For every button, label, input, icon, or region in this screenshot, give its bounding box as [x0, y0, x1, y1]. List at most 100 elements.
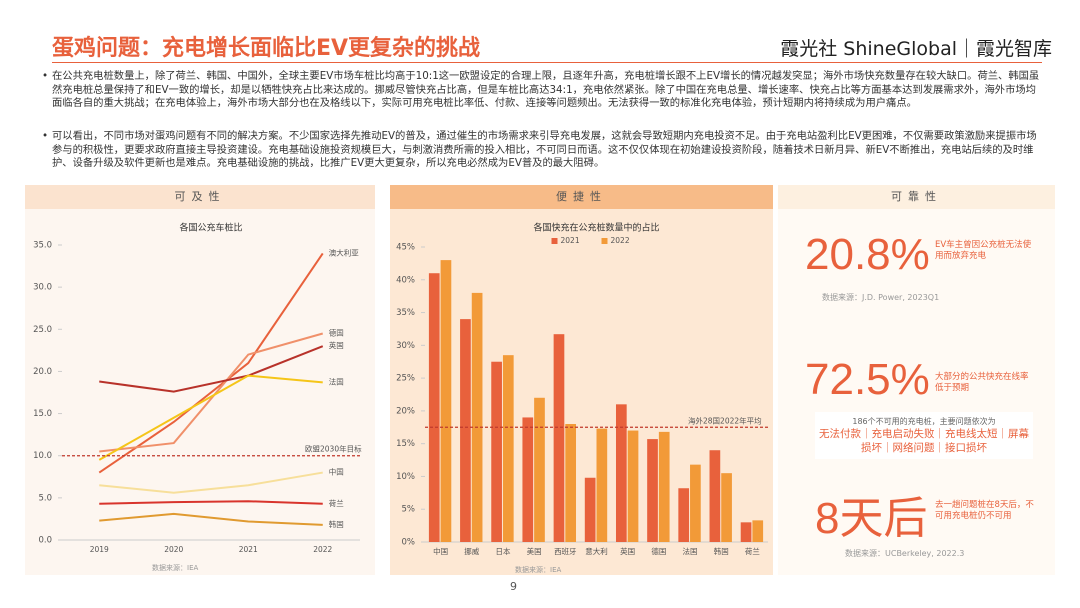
source: 数据来源：J.D. Power, 2023Q1 — [822, 293, 940, 302]
bar — [471, 292, 483, 542]
legend-swatch — [551, 238, 558, 244]
bar — [709, 450, 721, 542]
chart-title: 各国公充车桩比 — [179, 222, 242, 234]
legend-swatch — [601, 238, 608, 244]
stat-value: 20.8% — [805, 230, 930, 279]
source: 数据来源：UCBerkeley, 2022.3 — [845, 549, 965, 558]
bar — [460, 319, 471, 542]
bar — [491, 361, 502, 542]
x-tick-label: 2020 — [164, 545, 183, 554]
y-tick-label: 20.0 — [33, 367, 52, 377]
bullet: 在公共充电桩数量上，除了荷兰、韩国、中国外，全球主要EV市场车桩比均高于10:1… — [42, 70, 1042, 111]
panel-header: 可靠性 — [778, 185, 1055, 209]
bar — [752, 520, 764, 542]
reference-label: 欧盟2030年目标 — [305, 444, 362, 454]
stat-text: 大部分的公共快充在线率低于预期 — [935, 372, 1029, 393]
x-tick-label: 韩国 — [714, 546, 729, 556]
title: 蛋鸡问题：充电增长面临比EV更复杂的挑战 — [52, 36, 481, 61]
page-number: 9 — [510, 580, 517, 593]
reference-label: 海外28国2022年平均 — [688, 415, 762, 425]
series-label: 荷兰 — [329, 498, 344, 508]
y-tick-label: 0% — [402, 538, 416, 548]
legend-label: 2022 — [611, 236, 630, 245]
y-tick-label: 30.0 — [33, 283, 52, 293]
y-tick-label: 5% — [402, 505, 416, 515]
chart-title: 各国快充在公充桩数量中的占比 — [533, 222, 659, 234]
stat-value: 72.5% — [805, 355, 930, 404]
source: 数据来源：IEA — [152, 563, 198, 572]
line — [99, 345, 324, 393]
series-label: 英国 — [329, 340, 344, 350]
x-tick-label: 日本 — [495, 546, 510, 556]
x-tick-label: 荷兰 — [745, 546, 760, 556]
bar — [678, 488, 690, 542]
y-tick-label: 20% — [396, 406, 415, 416]
x-tick-label: 美国 — [527, 546, 542, 556]
bar — [647, 439, 658, 542]
line — [99, 471, 323, 494]
y-tick-label: 35% — [396, 308, 415, 318]
series-label: 韩国 — [329, 519, 344, 529]
panel — [25, 185, 375, 575]
bar — [565, 424, 577, 542]
bar — [553, 334, 565, 542]
line — [99, 512, 323, 526]
line — [98, 374, 323, 461]
y-tick-label: 25% — [396, 374, 415, 384]
bar — [627, 430, 639, 542]
y-tick-label: 15.0 — [33, 409, 52, 419]
y-tick-label: 30% — [396, 341, 415, 351]
source: 数据来源：IEA — [515, 565, 561, 574]
y-tick-label: 10.0 — [33, 451, 52, 461]
line — [99, 500, 323, 505]
bar — [584, 477, 596, 542]
line — [98, 252, 324, 474]
x-tick-label: 意大利 — [585, 546, 608, 556]
x-tick-label: 挪威 — [464, 546, 479, 556]
x-tick-label: 西班牙 — [554, 546, 577, 556]
series-label: 澳大利亚 — [329, 247, 359, 257]
y-tick-label: 35.0 — [33, 241, 52, 251]
series-label: 德国 — [329, 328, 344, 338]
series-label: 法国 — [329, 376, 344, 386]
bar — [596, 428, 608, 542]
y-tick-label: 5.0 — [38, 493, 52, 503]
panel-header: 可及性 — [25, 185, 375, 209]
series-label: 中国 — [329, 467, 344, 477]
y-tick-label: 25.0 — [33, 325, 52, 335]
x-tick-label: 法国 — [683, 546, 698, 556]
note: 186个不可用的充电桩，主要问题依次为 — [852, 417, 996, 426]
x-tick-label: 2021 — [239, 545, 258, 554]
bar — [690, 464, 701, 542]
legend-label: 2021 — [561, 236, 580, 245]
x-tick-label: 英国 — [620, 546, 635, 556]
issue-box: 186个不可用的充电桩，主要问题依次为 无法付款｜充电启动失败｜充电线太短｜屏幕… — [815, 412, 1033, 459]
bar — [615, 404, 627, 542]
y-tick-label: 15% — [396, 439, 415, 449]
line — [99, 332, 324, 453]
bar — [522, 417, 534, 542]
rule — [52, 62, 1042, 63]
y-tick-label: 0.0 — [38, 536, 52, 546]
bar — [534, 397, 545, 542]
x-tick-label: 德国 — [651, 546, 666, 556]
bullet: 可以看出，不同市场对蛋鸡问题有不同的解决方案。不少国家选择先推动EV的普及，通过… — [42, 130, 1042, 171]
panel — [778, 185, 1055, 575]
bar — [502, 355, 514, 542]
x-tick-label: 2022 — [313, 545, 332, 554]
bar — [721, 473, 732, 542]
panel-header: 便捷性 — [390, 185, 773, 209]
stat-text: 去一趟问题桩在8天后，不可用充电桩仍不可用 — [935, 500, 1034, 521]
brand: 霞光社 ShineGlobal｜霞光智库 — [780, 38, 1052, 60]
y-tick-label: 10% — [396, 472, 415, 482]
bar — [428, 273, 440, 542]
bar — [440, 260, 452, 542]
x-tick-label: 中国 — [433, 546, 448, 556]
x-tick-label: 2019 — [90, 545, 109, 554]
stat-text: EV车主曾因公充桩无法使用而放弃充电 — [935, 240, 1032, 261]
y-tick-label: 45% — [396, 243, 415, 253]
y-tick-label: 40% — [396, 275, 415, 285]
stat-value: 8天后 — [815, 494, 928, 543]
